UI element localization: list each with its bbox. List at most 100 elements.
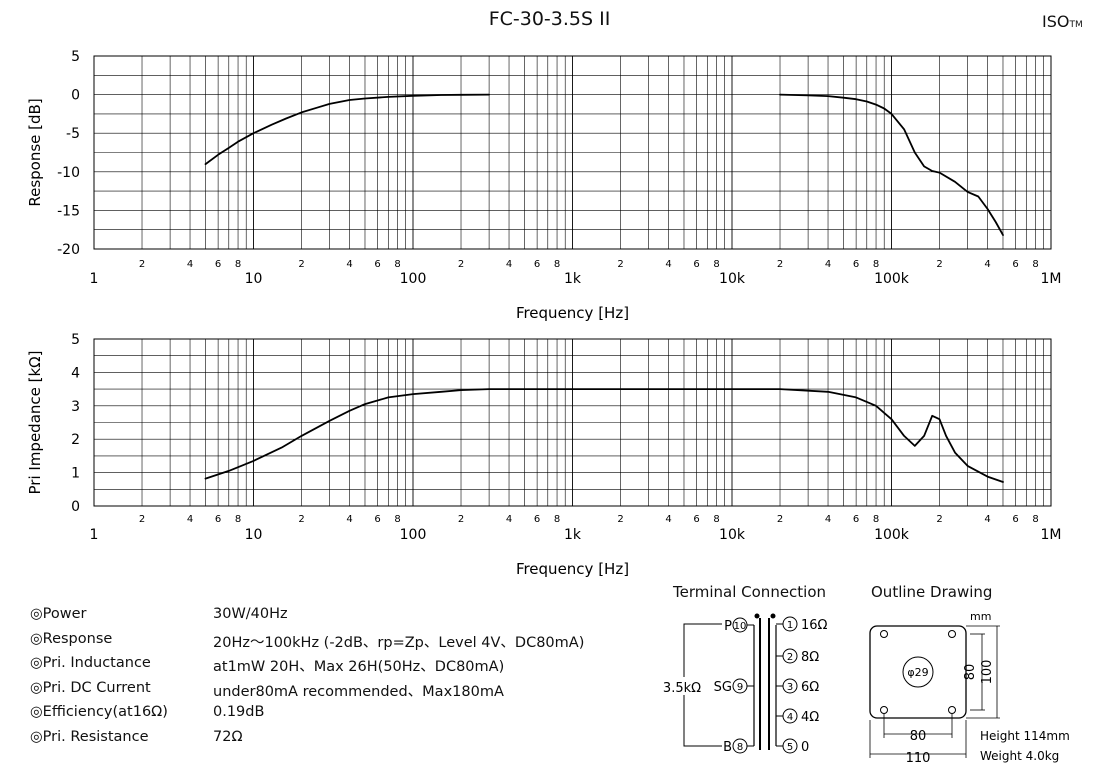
plot-frame — [93, 338, 1052, 507]
y-tick-label: 5 — [71, 332, 80, 348]
spec-value: 72Ω — [213, 728, 243, 745]
brand-logo: ISOTM — [1042, 12, 1083, 31]
series-line-2 — [779, 93, 1004, 237]
x-minor-tick-label: 2 — [936, 514, 942, 525]
x-minor-tick-label: 8 — [713, 259, 719, 270]
y-tick-label: -5 — [66, 126, 80, 142]
x-tick-label: 1k — [564, 527, 582, 543]
y-axis-label: Pri Impedance [kΩ] — [26, 351, 44, 495]
x-axis-label: Frequency [Hz] — [516, 560, 629, 578]
x-tick-label: 10k — [719, 527, 746, 543]
x-tick-label: 1M — [1041, 271, 1062, 287]
y-tick-label: -15 — [57, 203, 80, 219]
x-minor-tick-label: 4 — [984, 514, 990, 525]
series-line-1 — [204, 93, 491, 166]
x-tick-label: 100 — [400, 527, 427, 543]
chart-1: 5 0 -5 -10 -15 -20 1 10 100 1k 10k 100k 1M 2 4 6 8 2 4 6 8 2 4… — [26, 49, 1062, 322]
spec-label: ◎Power — [30, 606, 87, 622]
x-minor-tick-label: 8 — [235, 514, 241, 525]
brand-trademark: TM — [1069, 20, 1083, 30]
x-tick-label: 1M — [1041, 527, 1062, 543]
x-minor-tick-label: 2 — [298, 259, 304, 270]
x-minor-tick-label: 8 — [554, 514, 560, 525]
y-tick-label: 4 — [71, 365, 80, 381]
x-minor-tick-label: 2 — [936, 259, 942, 270]
spec-value: under80mA recommended、Max180mA — [213, 683, 504, 700]
x-minor-tick-label: 4 — [346, 514, 352, 525]
x-minor-tick-label: 6 — [1012, 514, 1018, 525]
x-minor-tick-label: 6 — [374, 259, 380, 270]
x-minor-tick-label: 4 — [506, 514, 512, 525]
x-minor-tick-label: 2 — [617, 259, 623, 270]
y-tick-label: -20 — [57, 242, 80, 258]
spec-label: ◎Pri. DC Current — [30, 679, 151, 696]
y-tick-label: 2 — [71, 432, 80, 448]
x-tick-label: 10 — [245, 271, 263, 287]
x-minor-tick-label: 6 — [534, 259, 540, 270]
x-minor-tick-label: 8 — [713, 514, 719, 525]
x-axis-label: Frequency [Hz] — [516, 304, 629, 322]
x-minor-tick-label: 8 — [873, 514, 879, 525]
x-minor-tick-label: 6 — [853, 514, 859, 525]
y-tick-label: 5 — [71, 49, 80, 65]
x-minor-tick-label: 8 — [394, 259, 400, 270]
spec-value: 30W/40Hz — [213, 606, 288, 622]
spec-value: 20Hz～100kHz (-2dB、rp=Zp、Level 4V、DC80mA) — [213, 634, 585, 651]
spec-label: ◎Efficiency(at16Ω) — [30, 704, 168, 721]
x-tick-label: 100k — [874, 527, 910, 543]
outline-drawing-title: Outline Drawing — [871, 583, 993, 601]
x-minor-tick-label: 4 — [825, 514, 831, 525]
terminal-connection-title: Terminal Connection — [673, 583, 827, 601]
y-tick-label: 1 — [71, 466, 80, 482]
plot-frame — [93, 55, 1052, 250]
x-minor-tick-label: 4 — [506, 259, 512, 270]
x-minor-tick-label: 2 — [777, 259, 783, 270]
spec-label: ◎Pri. Resistance — [30, 728, 149, 745]
brand-name: ISO — [1042, 12, 1070, 31]
x-minor-tick-label: 2 — [458, 514, 464, 525]
x-minor-tick-label: 2 — [777, 514, 783, 525]
x-minor-tick-label: 8 — [1032, 259, 1038, 270]
spec-value: 0.19dB — [213, 704, 265, 721]
x-minor-tick-label: 4 — [187, 259, 193, 270]
page-title: FC-30-3.5S II — [488, 8, 611, 30]
y-tick-label: 0 — [71, 88, 80, 104]
x-minor-tick-label: 8 — [873, 259, 879, 270]
x-minor-tick-label: 6 — [693, 514, 699, 525]
y-tick-label: -10 — [57, 165, 80, 181]
x-minor-tick-label: 2 — [617, 514, 623, 525]
x-tick-label: 1k — [564, 271, 582, 287]
x-minor-tick-label: 8 — [554, 259, 560, 270]
y-tick-label: 0 — [71, 499, 80, 515]
x-minor-tick-label: 6 — [215, 259, 221, 270]
x-minor-tick-label: 8 — [235, 259, 241, 270]
x-tick-label: 100 — [400, 271, 427, 287]
x-minor-tick-label: 2 — [139, 514, 145, 525]
spec-value: at1mW 20H、Max 26H(50Hz、DC80mA) — [213, 659, 505, 676]
spec-label: ◎Response — [30, 630, 113, 647]
y-axis-label: Response [dB] — [26, 98, 44, 206]
x-minor-tick-label: 6 — [1012, 259, 1018, 270]
x-minor-tick-label: 6 — [215, 514, 221, 525]
y-tick-label: 3 — [71, 399, 80, 415]
x-minor-tick-label: 6 — [693, 259, 699, 270]
x-tick-label: 1 — [90, 527, 99, 543]
x-tick-label: 10k — [719, 271, 746, 287]
x-minor-tick-label: 4 — [825, 259, 831, 270]
x-minor-tick-label: 6 — [534, 514, 540, 525]
x-tick-label: 10 — [245, 527, 263, 543]
x-minor-tick-label: 2 — [298, 514, 304, 525]
x-minor-tick-label: 4 — [346, 259, 352, 270]
x-minor-tick-label: 2 — [139, 259, 145, 270]
x-minor-tick-label: 8 — [394, 514, 400, 525]
x-minor-tick-label: 4 — [984, 259, 990, 270]
x-minor-tick-label: 4 — [665, 259, 671, 270]
spec-label: ◎Pri. Inductance — [30, 655, 151, 672]
x-minor-tick-label: 6 — [853, 259, 859, 270]
x-tick-label: 1 — [90, 271, 99, 287]
x-minor-tick-label: 4 — [187, 514, 193, 525]
x-tick-label: 100k — [874, 271, 910, 287]
x-minor-tick-label: 4 — [665, 514, 671, 525]
